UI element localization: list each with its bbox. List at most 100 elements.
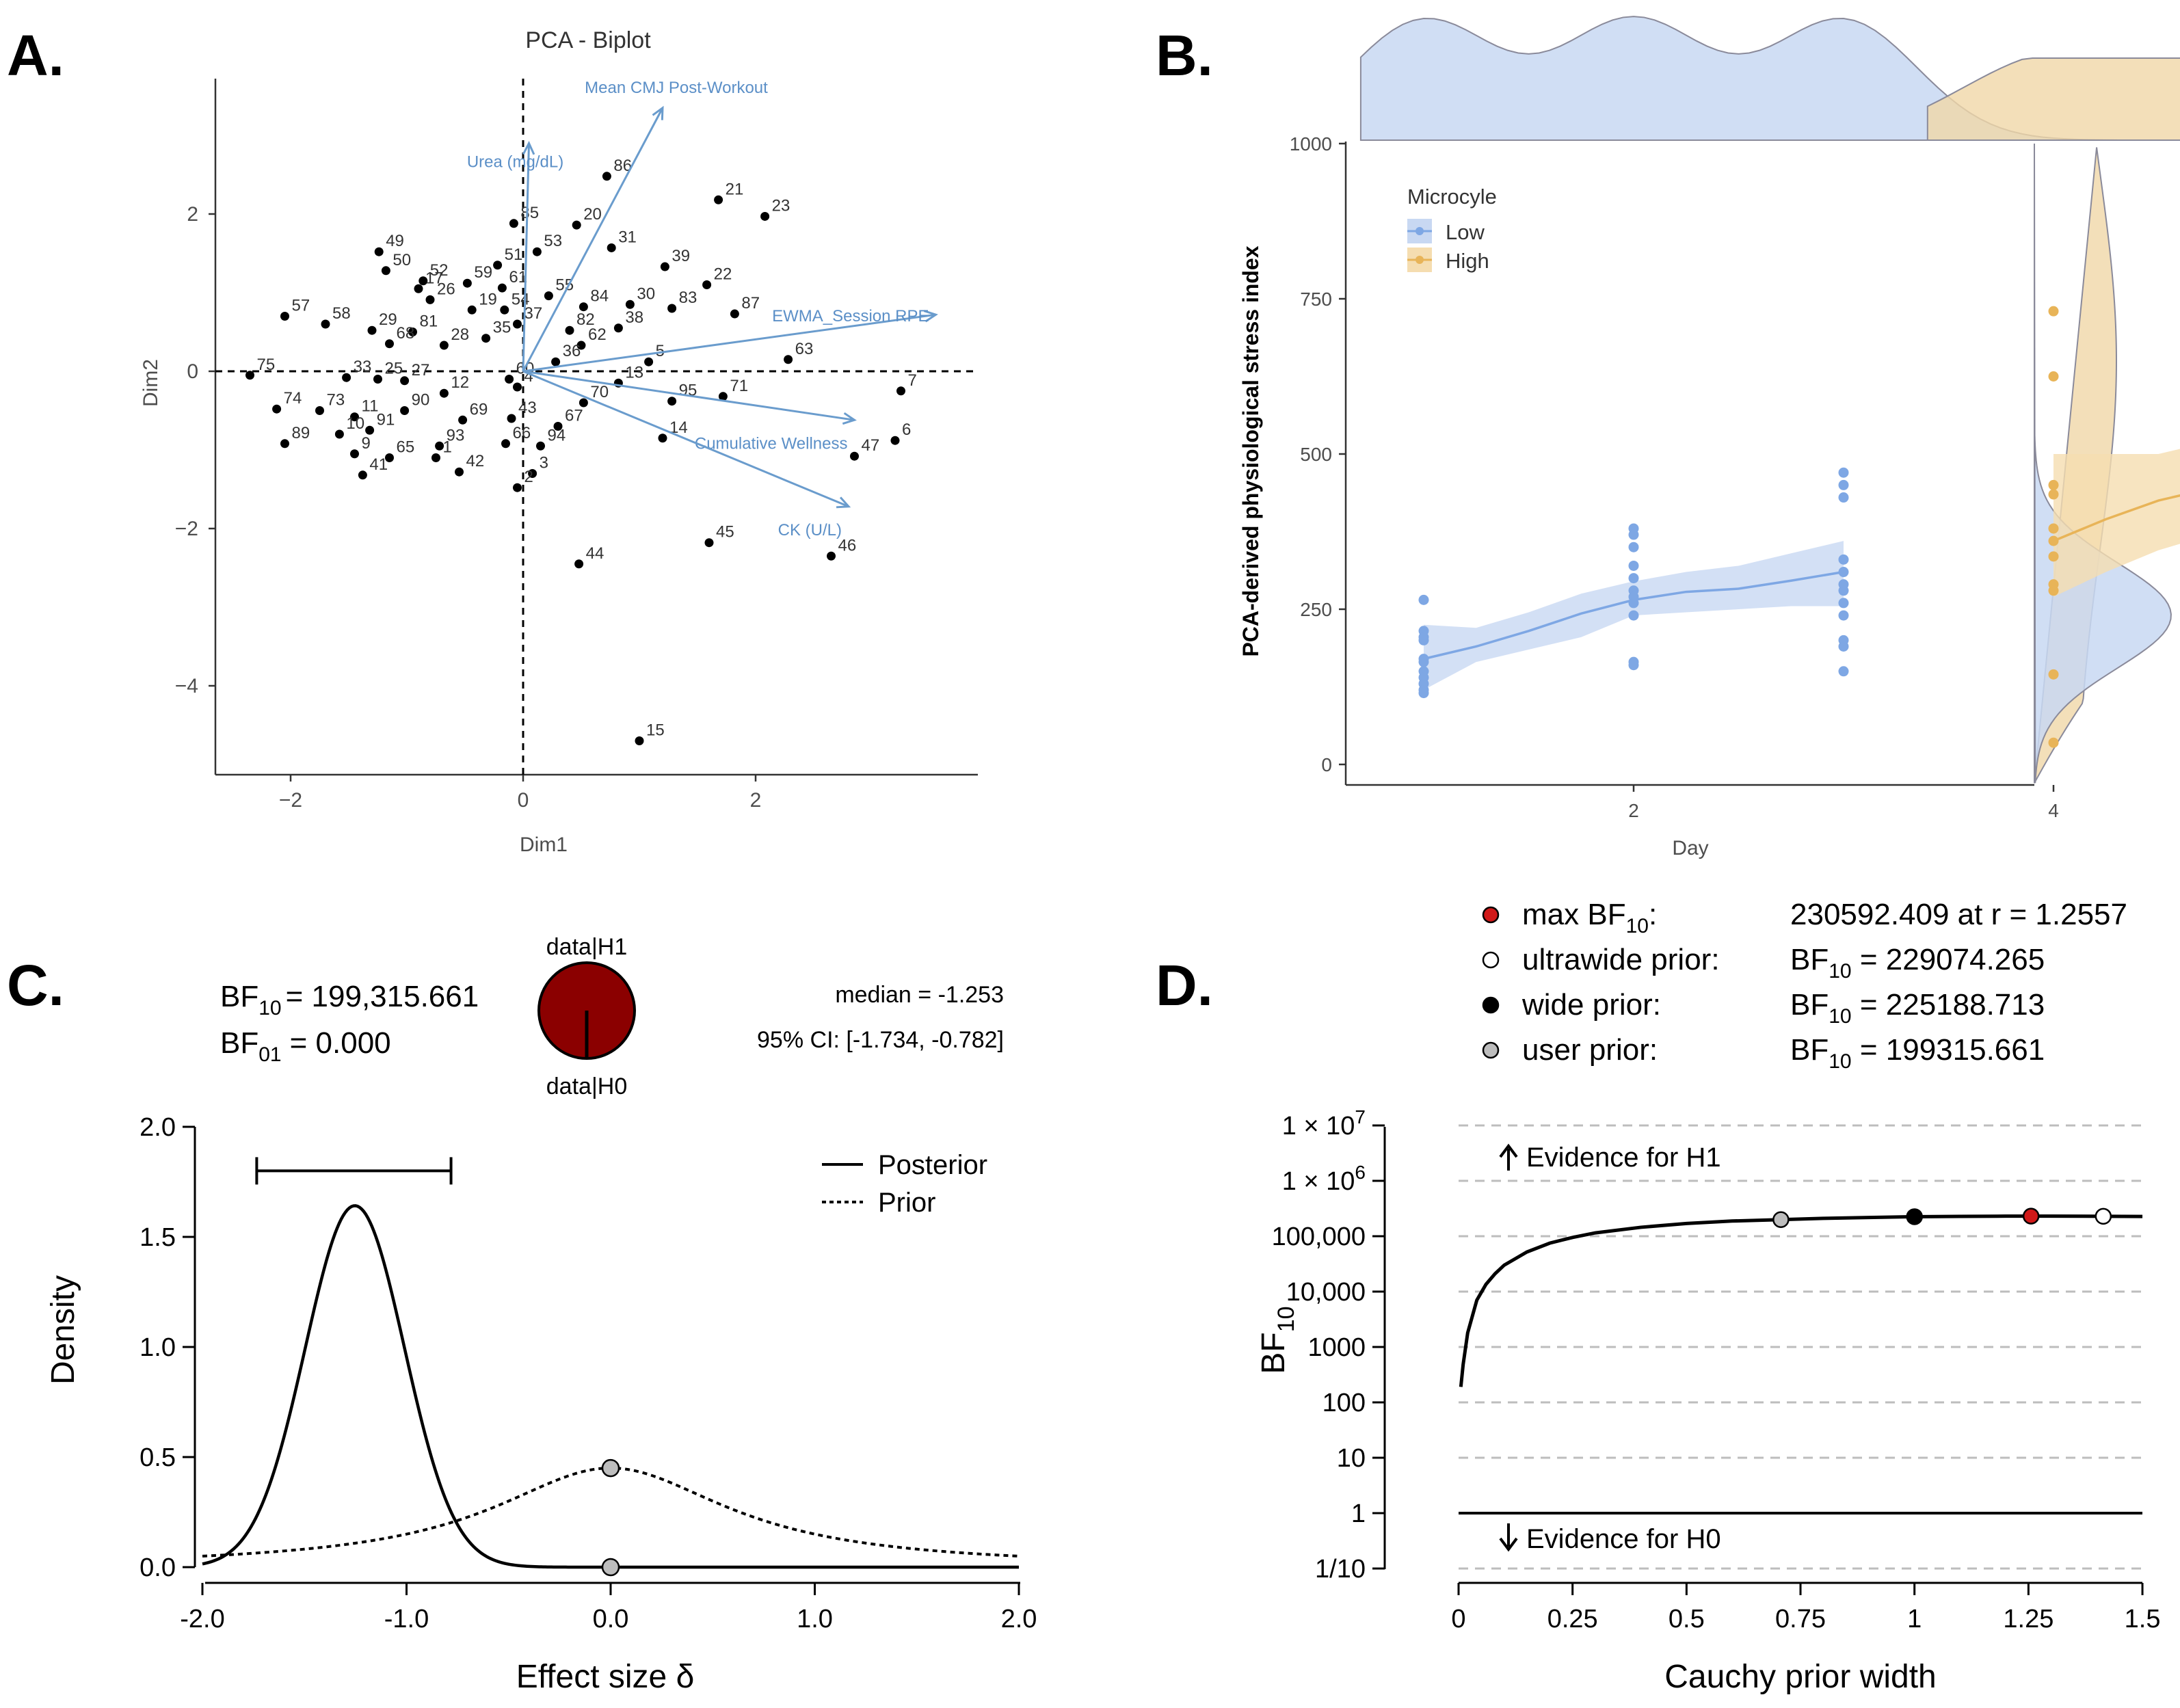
legend-marker bbox=[1482, 951, 1500, 969]
stress-point-low bbox=[1628, 573, 1639, 584]
biplot-title: PCA - Biplot bbox=[525, 27, 651, 53]
biplot-point bbox=[481, 334, 491, 343]
biplot-point bbox=[350, 412, 359, 422]
biplot-point bbox=[245, 371, 254, 380]
biplot-vector-label: Mean CMJ Post-Workout bbox=[585, 79, 768, 97]
stress-point-low bbox=[1418, 594, 1429, 605]
evidence-h0: Evidence for H0 bbox=[1499, 1523, 1721, 1554]
biplot-point bbox=[574, 559, 584, 569]
bf01-text: BF01 = 0.000 bbox=[220, 1026, 391, 1066]
biplot-vectors: Mean CMJ Post-Workout Urea (mg/dL) EWMA_Se… bbox=[467, 79, 938, 539]
biplot-point bbox=[280, 312, 289, 321]
stress-point-low bbox=[1838, 492, 1849, 503]
biplot-point bbox=[704, 538, 714, 548]
biplot-point bbox=[784, 355, 793, 364]
stress-x-tick-label: 4 bbox=[2048, 800, 2059, 821]
legend-item-value: BF10 = 199315.661 bbox=[1790, 1033, 2045, 1073]
biplot-point-label: 37 bbox=[524, 304, 543, 323]
biplot-point-label: 2 bbox=[524, 468, 533, 486]
biplot-vector bbox=[522, 143, 530, 372]
stress-point-high bbox=[2048, 489, 2059, 500]
biplot-point bbox=[660, 262, 669, 271]
biplot-point-label: 87 bbox=[741, 294, 760, 312]
biplot-x-tick-label: 2 bbox=[750, 789, 762, 812]
ci-text: 95% CI: [-1.734, -0.782] bbox=[757, 1027, 1004, 1053]
density-x-tick-label: -2.0 bbox=[180, 1605, 224, 1633]
biplot-point bbox=[455, 467, 464, 477]
biplot-point bbox=[513, 319, 522, 329]
biplot-point-label: 71 bbox=[730, 377, 748, 395]
biplot-point-label: 44 bbox=[586, 544, 604, 563]
robustness-x-tick-label: 0.5 bbox=[1669, 1605, 1705, 1633]
density-x-tick-label: -1.0 bbox=[384, 1605, 429, 1633]
biplot-point-label: 30 bbox=[637, 284, 655, 303]
panel-label-d: D. bbox=[1156, 953, 1213, 1017]
robustness-ticks: 0 0.25 0.5 0.75 1 1.25 1.5 1/10 1 10 100 1000 10,000… bbox=[1272, 1106, 2161, 1633]
legend-posterior-label: Posterior bbox=[878, 1150, 987, 1180]
robustness-gridlines bbox=[1459, 1124, 2142, 1570]
stress-line-high bbox=[2053, 494, 2180, 542]
biplot-point bbox=[544, 291, 553, 301]
biplot-point bbox=[280, 439, 289, 449]
panel-label-c: C. bbox=[7, 953, 64, 1017]
biplot-point-label: 43 bbox=[518, 399, 537, 417]
biplot-point bbox=[431, 453, 440, 462]
biplot-point-label: 47 bbox=[862, 436, 880, 455]
biplot-y-tick-label: −2 bbox=[175, 518, 198, 540]
stress-legend: Microcyle Low High bbox=[1407, 185, 1497, 273]
legend-low-dot bbox=[1415, 227, 1424, 235]
legend-item-value: 230592.409 at r = 1.2557 bbox=[1790, 898, 2127, 931]
legend-item-label: max BF10: bbox=[1522, 898, 1657, 937]
biplot-point bbox=[350, 449, 359, 459]
biplot-point-label: 54 bbox=[511, 290, 530, 308]
biplot-point-label: 23 bbox=[772, 196, 790, 215]
biplot-point-label: 42 bbox=[466, 452, 485, 470]
biplot-point-label: 69 bbox=[470, 400, 488, 418]
biplot-point bbox=[760, 211, 770, 221]
robustness-x-label: Cauchy prior width bbox=[1664, 1659, 1937, 1695]
biplot-point-label: 83 bbox=[679, 289, 697, 307]
biplot-point bbox=[439, 341, 449, 350]
biplot-point bbox=[381, 266, 390, 276]
evidence-annotations: Evidence for H1 Evidence for H0 bbox=[1499, 1143, 1721, 1554]
down-arrowhead-icon bbox=[1499, 1537, 1518, 1552]
evidence-h0-label: Evidence for H0 bbox=[1526, 1524, 1721, 1554]
biplot-point bbox=[579, 302, 588, 312]
biplot-point bbox=[458, 415, 468, 425]
biplot-point-label: 61 bbox=[509, 268, 527, 286]
biplot-point bbox=[385, 339, 394, 349]
density-x-tick-label: 1.0 bbox=[797, 1605, 833, 1633]
biplot-point bbox=[553, 422, 563, 431]
biplot-point bbox=[667, 304, 677, 313]
biplot-vector-arrowhead bbox=[923, 310, 938, 323]
biplot-point-label: 53 bbox=[544, 232, 562, 250]
biplot-point-label: 52 bbox=[430, 261, 449, 280]
biplot-point-label: 27 bbox=[412, 361, 430, 379]
stress-point-low bbox=[1838, 554, 1849, 565]
biplot-vector bbox=[522, 107, 664, 372]
density-curves bbox=[202, 1204, 1020, 1577]
biplot-point-label: 75 bbox=[257, 356, 276, 374]
robustness-x-tick-label: 0.75 bbox=[1775, 1605, 1826, 1633]
biplot-point bbox=[418, 276, 428, 286]
robustness-y-label: BF10 bbox=[1255, 1306, 1299, 1374]
biplot-vector bbox=[522, 313, 936, 373]
robustness-y-tick-label: 1/10 bbox=[1315, 1555, 1366, 1584]
biplot-point-label: 20 bbox=[583, 205, 602, 224]
panel-c-posterior: BF10 = 199,315.661 BF01 = 0.000 data|H1 da… bbox=[45, 934, 1037, 1695]
legend-title: Microcyle bbox=[1407, 185, 1497, 209]
stress-point-low bbox=[1628, 610, 1639, 621]
stress-point-low bbox=[1418, 688, 1429, 699]
robustness-x-tick-label: 1.5 bbox=[2125, 1605, 2161, 1633]
biplot-point-label: 6 bbox=[902, 421, 911, 439]
stress-point-low bbox=[1628, 560, 1639, 571]
biplot-vector-label: EWMA_Session RPE bbox=[772, 307, 929, 325]
legend-marker bbox=[1482, 1041, 1500, 1059]
biplot-point bbox=[414, 284, 423, 293]
legend-high-dot bbox=[1415, 256, 1424, 264]
biplot-point-label: 19 bbox=[479, 290, 497, 308]
biplot-point-label: 22 bbox=[714, 265, 732, 284]
biplot-point-label: 68 bbox=[397, 324, 415, 343]
